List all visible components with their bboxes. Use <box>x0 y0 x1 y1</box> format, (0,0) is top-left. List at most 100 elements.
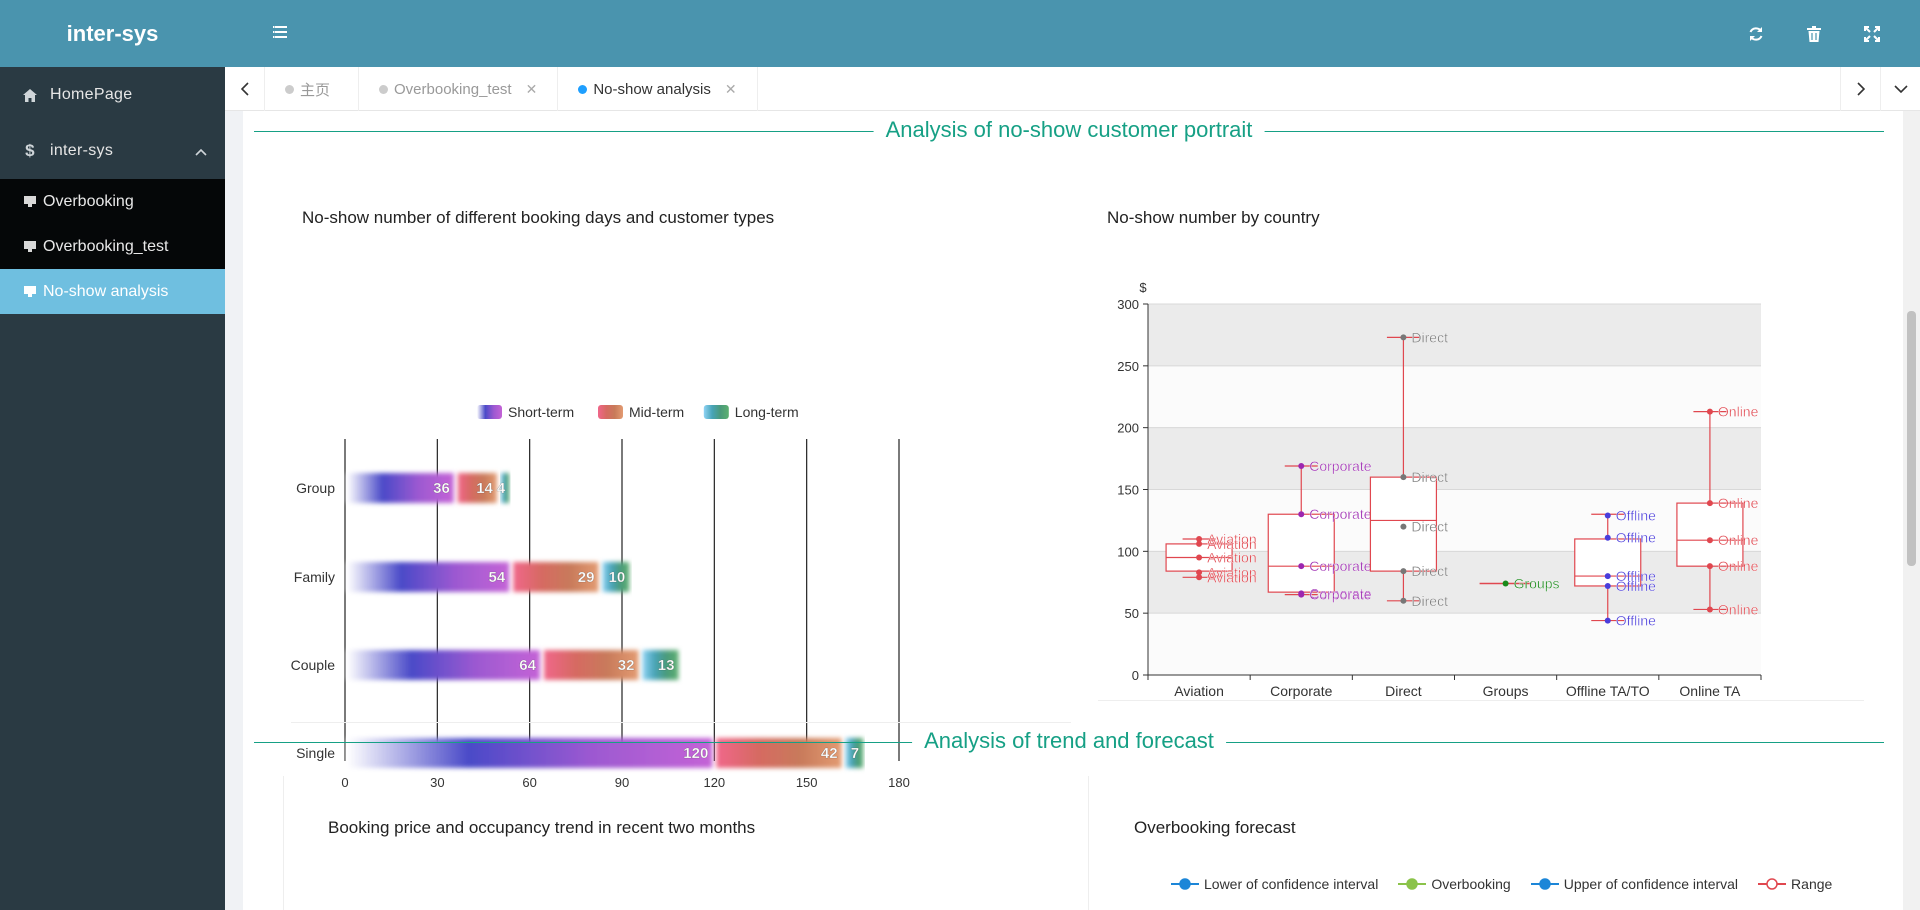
bar-value-label: 13 <box>658 657 675 674</box>
data-point <box>1604 617 1611 624</box>
legend-label: Long-term <box>735 404 799 420</box>
y-tick-label: 250 <box>1117 359 1139 374</box>
trash-icon[interactable] <box>1804 24 1824 44</box>
data-point-label: Online <box>1718 495 1759 511</box>
box-chart-title: No-show number by country <box>1107 208 1320 227</box>
refresh-icon[interactable] <box>1746 24 1766 44</box>
tab-scroll-right-button[interactable] <box>1840 67 1880 111</box>
monitor-icon <box>24 196 38 207</box>
bar-segment <box>845 738 864 768</box>
tab-home[interactable]: 主页 <box>265 67 360 111</box>
data-point <box>1604 534 1611 541</box>
bar-value-label: 29 <box>578 569 595 586</box>
bar-segment <box>602 562 630 592</box>
data-point-label: Corporate <box>1309 587 1371 603</box>
tab-overbooking-test[interactable]: Overbooking_test ✕ <box>359 67 559 111</box>
close-icon[interactable]: ✕ <box>525 80 538 97</box>
y-category-label: Group <box>296 480 335 496</box>
forecast-legend-item[interactable]: Lower of confidence interval <box>1171 876 1378 892</box>
box-direct: Direct Direct Direct Direct Direct <box>1369 329 1448 609</box>
x-tick-label: 90 <box>615 775 629 790</box>
sidebar-item-overbooking[interactable]: Overbooking <box>0 179 225 224</box>
legend-label: Upper of confidence interval <box>1563 876 1739 892</box>
y-category-label: Single <box>296 745 335 761</box>
header-actions <box>1746 0 1882 67</box>
close-icon[interactable]: ✕ <box>724 80 737 97</box>
price-trend-title: Booking price and occupancy trend in rec… <box>328 818 756 837</box>
x-tick-label: 30 <box>430 775 444 790</box>
data-point-label: Direct <box>1411 593 1448 609</box>
monitor-icon <box>24 241 38 252</box>
scrollbar-thumb[interactable] <box>1907 311 1916 566</box>
x-category-label: Corporate <box>1270 683 1332 699</box>
panel-border <box>1088 776 1089 910</box>
data-point <box>1400 568 1407 575</box>
bar-legend: Short-term Mid-term Long-term <box>477 404 799 420</box>
data-point <box>1706 606 1713 613</box>
data-point <box>1400 334 1407 341</box>
x-category-label: Offline TA/TO <box>1566 683 1650 699</box>
app-logo: inter-sys <box>66 20 159 46</box>
tab-menu-button[interactable] <box>1880 67 1920 111</box>
data-point <box>1400 597 1407 604</box>
tab-label: Overbooking_test <box>394 80 512 98</box>
menu-toggle-icon[interactable] <box>272 23 294 45</box>
legend-label: Lower of confidence interval <box>1204 876 1379 892</box>
box-online-ta: Online Online Online Online Online <box>1676 403 1759 618</box>
bar-value-label: 54 <box>489 569 506 586</box>
sidebar-item-inter-sys[interactable]: $ inter-sys <box>0 123 225 179</box>
sidebar-submenu: Overbooking Overbooking_test No-show ana… <box>0 179 225 314</box>
data-point-label: Direct <box>1411 469 1448 485</box>
sidebar-item-no-show-analysis[interactable]: No-show analysis <box>0 269 225 314</box>
sidebar-item-overbooking-test[interactable]: Overbooking_test <box>0 224 225 269</box>
tabs: 主页 Overbooking_test ✕ No-show analysis ✕ <box>265 67 758 111</box>
tab-no-show-analysis[interactable]: No-show analysis ✕ <box>558 67 758 111</box>
data-point-label: Online <box>1718 404 1759 420</box>
fullscreen-icon[interactable] <box>1862 24 1882 44</box>
section-title: Analysis of no-show customer portrait <box>873 117 1265 143</box>
data-point <box>1706 500 1713 507</box>
x-category-label: Online TA <box>1679 683 1741 699</box>
sidebar-item-label: HomePage <box>50 86 133 103</box>
tab-scroll-left-button[interactable] <box>225 67 265 111</box>
bar-value-label: 64 <box>519 657 536 674</box>
legend-swatch <box>598 405 623 419</box>
tab-dot <box>285 84 294 94</box>
data-point <box>1706 408 1713 415</box>
tab-bar: 主页 Overbooking_test ✕ No-show analysis ✕ <box>225 67 1920 111</box>
y-tick-label: 0 <box>1132 668 1139 683</box>
legend-label: Range <box>1791 876 1833 892</box>
dollar-icon: $ <box>25 141 35 160</box>
bar-value-label: 10 <box>609 569 626 586</box>
bar-value-label: 32 <box>618 657 635 674</box>
chevron-up-icon <box>195 143 207 161</box>
legend-label: Mid-term <box>629 404 684 420</box>
tab-dot <box>379 84 389 94</box>
page-scrollbar[interactable] <box>1903 111 1920 910</box>
section-trend: Analysis of trend and forecast <box>254 722 1884 754</box>
data-point-label: Aviation <box>1207 531 1257 547</box>
data-point <box>1196 554 1203 561</box>
tab-label: 主页 <box>300 81 331 99</box>
data-point <box>1196 540 1203 547</box>
data-point-label: Offline <box>1616 507 1656 523</box>
data-point-label: Online <box>1718 532 1759 548</box>
data-point-label: Direct <box>1411 519 1448 535</box>
legend-swatch <box>1758 878 1787 890</box>
forecast-legend-item[interactable]: Range <box>1758 876 1832 892</box>
plot-band <box>1148 304 1761 366</box>
legend-swatch <box>477 405 502 419</box>
sidebar-item-label: inter-sys <box>50 142 114 159</box>
y-tick-label: 300 <box>1117 297 1139 312</box>
legend-swatch <box>1530 878 1559 890</box>
plot-band <box>1148 613 1761 675</box>
data-point-label: Corporate <box>1309 506 1371 522</box>
monitor-icon <box>24 286 38 297</box>
bar-segment <box>347 473 454 503</box>
forecast-legend-item[interactable]: Upper of confidence interval <box>1530 876 1739 892</box>
sidebar-item-homepage[interactable]: HomePage <box>0 67 225 123</box>
x-category-label: Direct <box>1385 683 1422 699</box>
forecast-legend-item[interactable]: Overbooking <box>1398 876 1511 892</box>
data-point <box>1298 591 1305 598</box>
